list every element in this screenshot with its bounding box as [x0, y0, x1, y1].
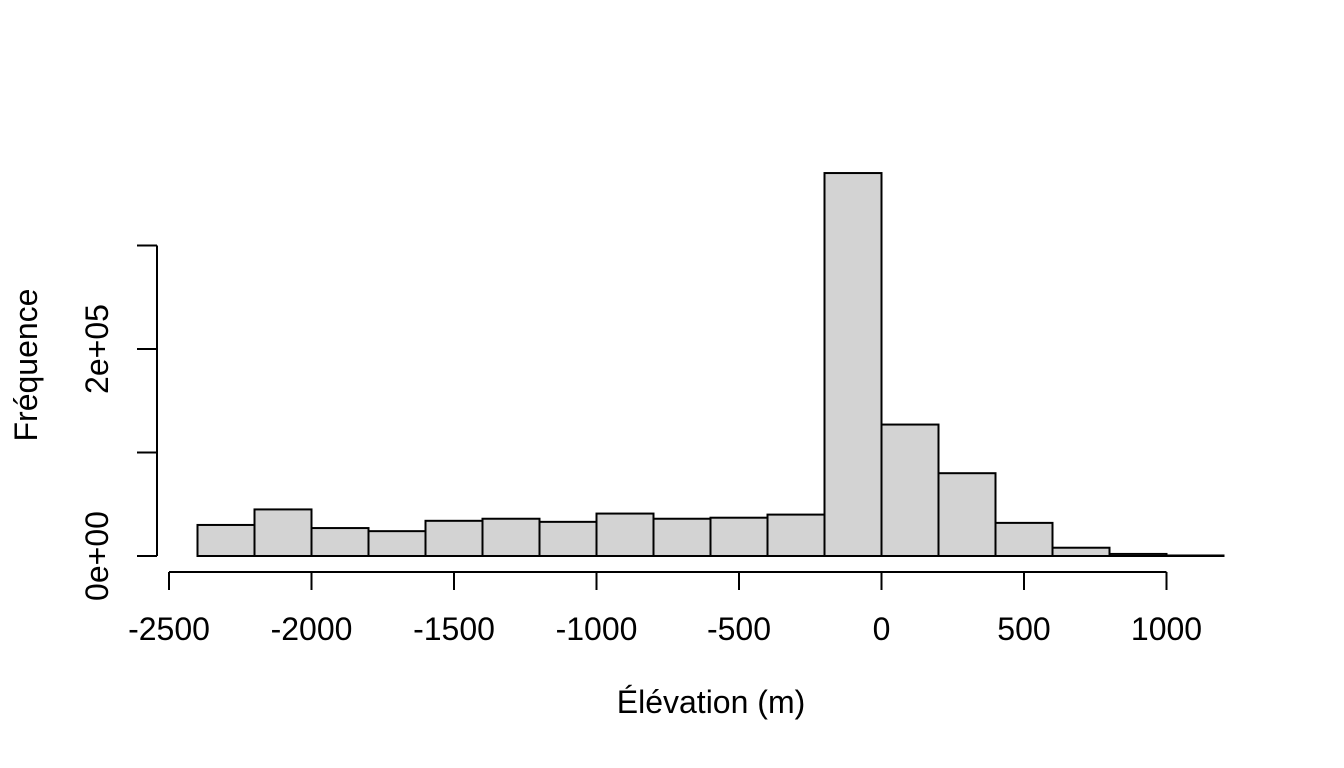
histogram-bar: [652, 517, 712, 557]
histogram-bar: [253, 508, 313, 557]
histogram-bar: [1165, 554, 1225, 557]
y-axis-title: Fréquence: [8, 288, 44, 442]
x-axis-title: Élévation (m): [616, 684, 806, 720]
x-tick-label: -2000: [271, 611, 353, 647]
histogram-bar: [1051, 546, 1111, 557]
histogram-bar: [1108, 552, 1168, 557]
histogram-bar: [823, 172, 883, 558]
histogram-bar: [196, 523, 256, 558]
x-tick-label: 1000: [1131, 611, 1202, 647]
y-tick-label: 0e+00: [79, 511, 115, 601]
y-tick-label: 2e+05: [79, 304, 115, 394]
x-tick-label: 500: [997, 611, 1050, 647]
histogram-bar: [424, 519, 484, 557]
x-tick-label: -500: [707, 611, 771, 647]
histogram-bar: [310, 527, 370, 557]
histogram-bar: [994, 521, 1054, 558]
histogram-bar: [367, 530, 427, 557]
histogram-bar: [595, 512, 655, 558]
histogram-bar: [937, 472, 997, 558]
histogram-bar: [481, 517, 541, 557]
histogram-bar: [709, 516, 769, 558]
x-tick-label: 0: [873, 611, 891, 647]
x-tick-label: -2500: [128, 611, 210, 647]
x-tick-label: -1000: [556, 611, 638, 647]
histogram-bar: [880, 423, 940, 557]
histogram-bar: [766, 513, 826, 557]
histogram-bar: [538, 520, 598, 557]
x-tick-label: -1500: [413, 611, 495, 647]
